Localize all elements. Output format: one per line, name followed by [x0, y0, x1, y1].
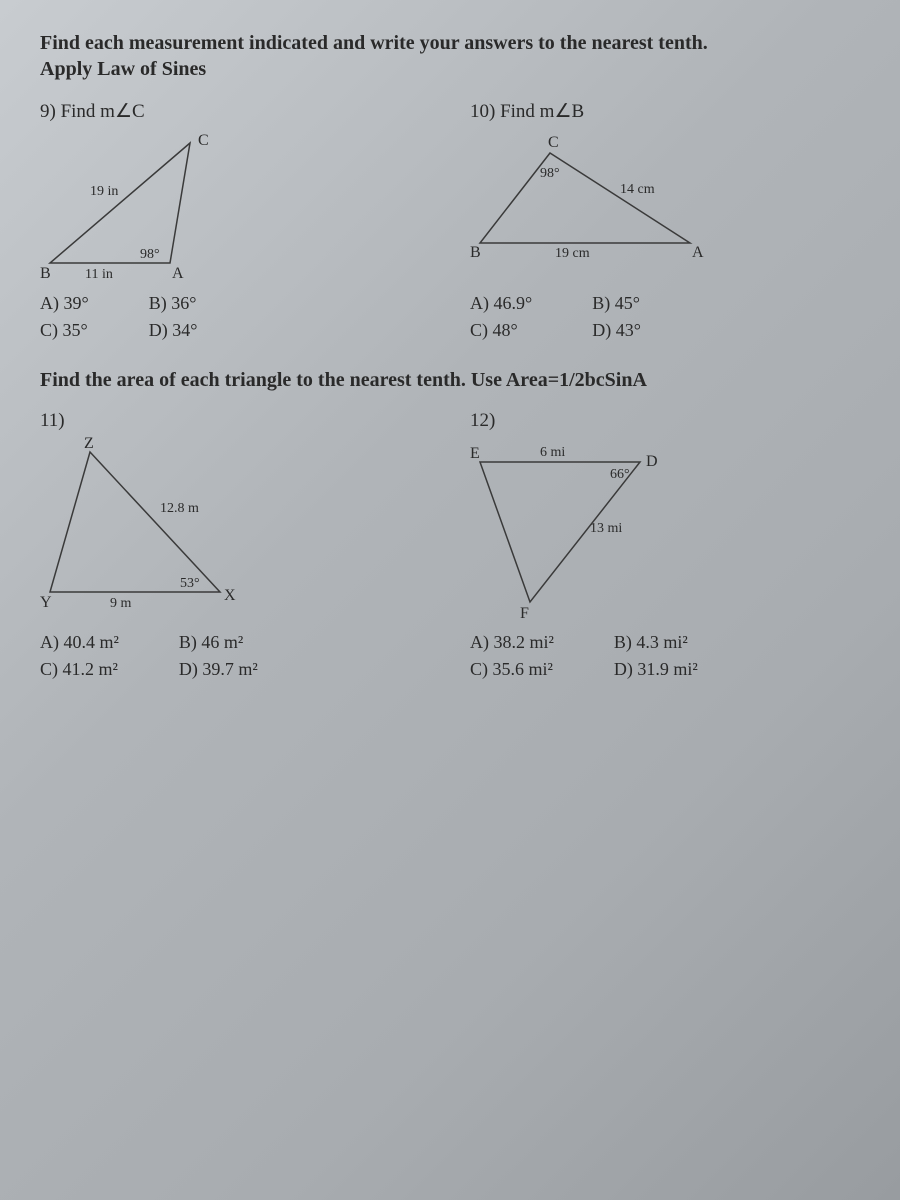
question-12: 12) E D F 6 mi 13 mi 66° A) 38.2 mi² C) …: [470, 410, 860, 680]
q9-side1: 19 in: [90, 184, 118, 199]
q10-choice-D: D) 43°: [592, 320, 641, 341]
q12-choices-left: A) 38.2 mi² C) 35.6 mi²: [470, 632, 554, 680]
q9-angle: 98°: [140, 247, 160, 262]
q12-angle: 66°: [610, 467, 630, 482]
q9-v-B: B: [40, 265, 51, 282]
q10-choices: A) 46.9° C) 48° B) 45° D) 43°: [470, 293, 860, 341]
q9-choice-B: B) 36°: [149, 293, 198, 314]
q9-choices-right: B) 36° D) 34°: [149, 293, 198, 341]
q11-choices-left: A) 40.4 m² C) 41.2 m²: [40, 632, 119, 680]
q9-side2: 11 in: [85, 267, 113, 282]
q12-side1: 6 mi: [540, 445, 565, 460]
q11-svg: Z X Y 12.8 m 9 m 53°: [40, 442, 260, 622]
q9-v-C: C: [198, 132, 209, 149]
q12-choices: A) 38.2 mi² C) 35.6 mi² B) 4.3 mi² D) 31…: [470, 632, 860, 680]
area-section-header: Find the area of each triangle to the ne…: [40, 369, 860, 392]
q12-v-F: F: [520, 605, 529, 622]
q12-side2: 13 mi: [590, 521, 622, 536]
q11-v-X: X: [224, 587, 236, 604]
row-q11-q12: 11) Z X Y 12.8 m 9 m 53° A) 40.4 m² C) 4…: [40, 410, 860, 680]
q11-title: 11): [40, 410, 430, 432]
q11-choices: A) 40.4 m² C) 41.2 m² B) 46 m² D) 39.7 m…: [40, 632, 430, 680]
q10-title: 10) Find m∠B: [470, 100, 860, 123]
q9-svg: C B A 19 in 11 in 98°: [40, 133, 260, 283]
q9-v-A: A: [172, 265, 184, 282]
q10-side2: 19 cm: [555, 246, 590, 261]
q11-choice-A: A) 40.4 m²: [40, 632, 119, 653]
q12-title: 12): [470, 410, 860, 432]
q11-num: 11): [40, 410, 65, 431]
q11-polygon: [50, 452, 220, 592]
q12-choice-B: B) 4.3 mi²: [614, 632, 698, 653]
q10-polygon: [480, 153, 690, 243]
row-q9-q10: 9) Find m∠C C B A 19 in 11 in 98° A) 39°…: [40, 100, 860, 341]
q9-polygon: [50, 143, 190, 263]
q9-choice-C: C) 35°: [40, 320, 89, 341]
q10-triangle: C B A 14 cm 19 cm 98°: [470, 133, 860, 283]
q9-title: 9) Find m∠C: [40, 100, 430, 123]
q9-num: 9): [40, 101, 56, 122]
question-11: 11) Z X Y 12.8 m 9 m 53° A) 40.4 m² C) 4…: [40, 410, 430, 680]
q10-choice-A: A) 46.9°: [470, 293, 532, 314]
q11-choice-C: C) 41.2 m²: [40, 659, 119, 680]
q10-v-A: A: [692, 244, 704, 261]
question-10: 10) Find m∠B C B A 14 cm 19 cm 98° A) 46…: [470, 100, 860, 341]
header-instructions: Find each measurement indicated and writ…: [40, 30, 860, 82]
q10-v-C: C: [548, 134, 559, 151]
q11-choice-B: B) 46 m²: [179, 632, 258, 653]
q9-choice-D: D) 34°: [149, 320, 198, 341]
q10-choice-C: C) 48°: [470, 320, 532, 341]
q10-choices-right: B) 45° D) 43°: [592, 293, 641, 341]
q11-v-Z: Z: [84, 435, 94, 452]
q11-angle: 53°: [180, 576, 200, 591]
q12-v-E: E: [470, 445, 480, 462]
q12-choices-right: B) 4.3 mi² D) 31.9 mi²: [614, 632, 698, 680]
q12-svg: E D F 6 mi 13 mi 66°: [470, 442, 710, 622]
q10-choice-B: B) 45°: [592, 293, 641, 314]
q12-v-D: D: [646, 453, 658, 470]
q9-triangle: C B A 19 in 11 in 98°: [40, 133, 430, 283]
q12-num: 12): [470, 410, 495, 431]
q9-ask: Find m∠C: [61, 101, 145, 122]
q11-choices-right: B) 46 m² D) 39.7 m²: [179, 632, 258, 680]
q9-choices: A) 39° C) 35° B) 36° D) 34°: [40, 293, 430, 341]
q9-choice-A: A) 39°: [40, 293, 89, 314]
instruction-line-1: Find each measurement indicated and writ…: [40, 30, 860, 56]
q12-choice-A: A) 38.2 mi²: [470, 632, 554, 653]
q12-triangle: E D F 6 mi 13 mi 66°: [470, 442, 860, 622]
q11-side2: 9 m: [110, 596, 132, 611]
q10-ask: Find m∠B: [500, 101, 584, 122]
q11-v-Y: Y: [40, 594, 52, 611]
q10-num: 10): [470, 101, 495, 122]
q10-svg: C B A 14 cm 19 cm 98°: [470, 133, 730, 263]
q10-choices-left: A) 46.9° C) 48°: [470, 293, 532, 341]
instruction-line-2: Apply Law of Sines: [40, 56, 860, 82]
q10-angle: 98°: [540, 166, 560, 181]
worksheet-page: Find each measurement indicated and writ…: [0, 0, 900, 1200]
q10-v-B: B: [470, 244, 481, 261]
q12-choice-D: D) 31.9 mi²: [614, 659, 698, 680]
question-9: 9) Find m∠C C B A 19 in 11 in 98° A) 39°…: [40, 100, 430, 341]
q11-side1: 12.8 m: [160, 501, 199, 516]
q10-side1: 14 cm: [620, 182, 655, 197]
q9-choices-left: A) 39° C) 35°: [40, 293, 89, 341]
q12-choice-C: C) 35.6 mi²: [470, 659, 554, 680]
q11-choice-D: D) 39.7 m²: [179, 659, 258, 680]
q11-triangle: Z X Y 12.8 m 9 m 53°: [40, 442, 430, 622]
